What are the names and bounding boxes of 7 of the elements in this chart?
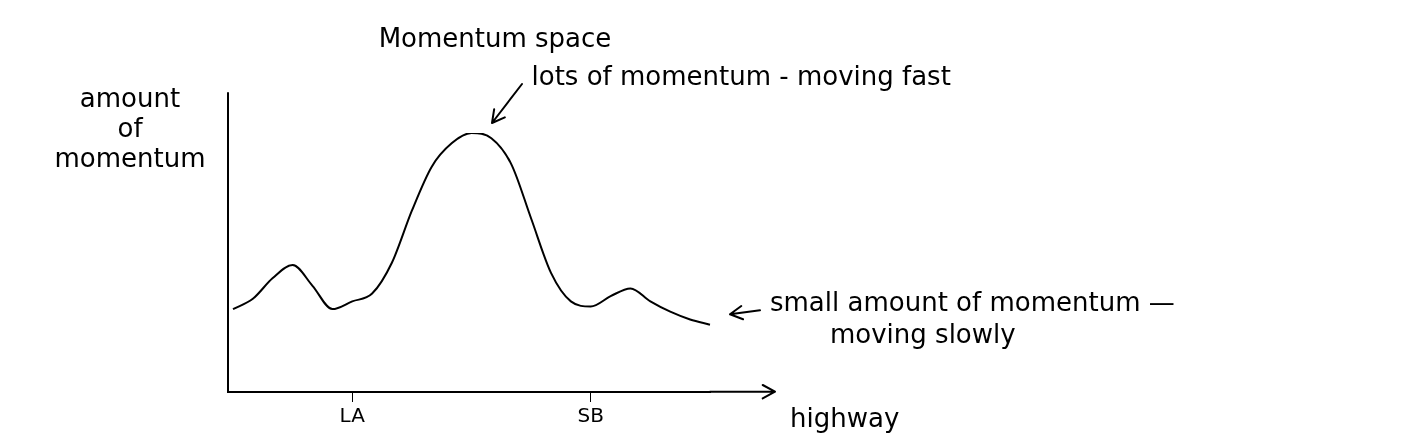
- x-tick-label: SB: [577, 403, 604, 428]
- chart-title: Momentum space: [378, 22, 612, 53]
- x-axis-title: highway: [790, 402, 900, 433]
- y-axis-title: amount of momentum: [54, 82, 206, 173]
- x-tick-label: LA: [339, 403, 366, 428]
- text: small amount of momentum — moving slowly: [770, 287, 1175, 350]
- text: lots of momentum - moving fast: [531, 60, 951, 91]
